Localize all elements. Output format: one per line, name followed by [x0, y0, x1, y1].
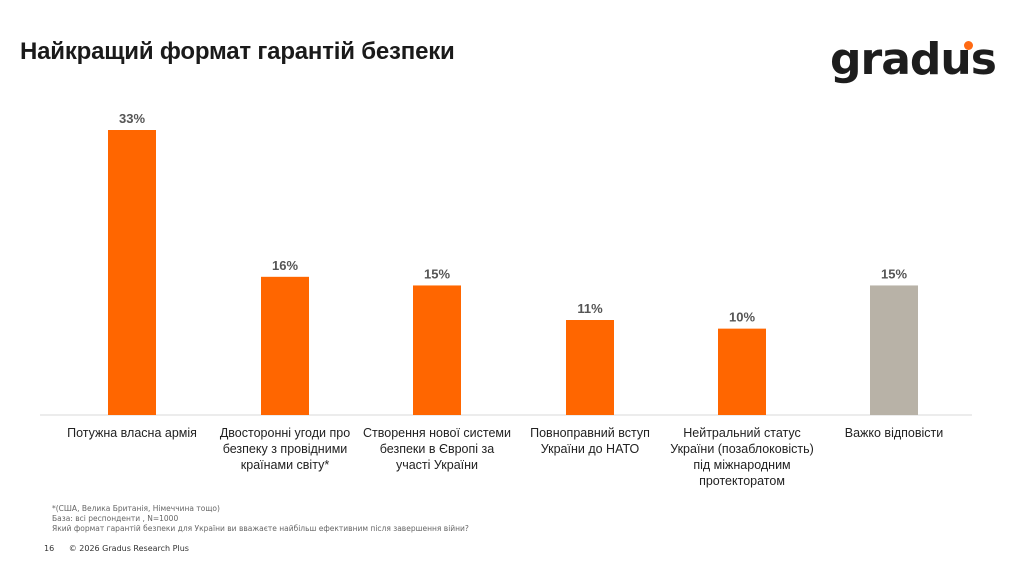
page-title: Найкращий формат гарантій безпеки — [20, 38, 455, 65]
data-label: 11% — [577, 301, 603, 316]
logo-dot-icon — [964, 41, 973, 50]
category-label: Повноправний вступ України до НАТО — [530, 426, 650, 456]
bar — [108, 130, 156, 415]
category-label: Двосторонні угоди про безпеку з провідни… — [219, 426, 351, 472]
category-label: Потужна власна армія — [67, 426, 197, 440]
footer: 16 © 2026 Gradus Research Plus — [44, 544, 201, 553]
footnote-countries: *(США, Велика Британія, Німеччина тощо) — [52, 504, 220, 513]
bar — [870, 285, 918, 415]
data-label: 16% — [272, 258, 298, 273]
data-label: 33% — [119, 111, 145, 126]
data-label: 15% — [424, 266, 450, 281]
bar — [566, 320, 614, 415]
bar — [718, 328, 766, 415]
data-label: 10% — [729, 310, 755, 325]
bar — [261, 276, 309, 415]
footnote-question: Який формат гарантій безпеки для України… — [52, 524, 469, 533]
footnote-base: База: всі респонденти , N=1000 — [52, 514, 179, 523]
page-number: 16 — [44, 544, 55, 553]
category-label: Нейтральний статус України (позаблоковіс… — [670, 426, 814, 488]
category-label: Створення нової системи безпеки в Європі… — [362, 426, 511, 472]
data-label: 15% — [881, 266, 907, 281]
copyright: © 2026 Gradus Research Plus — [68, 544, 189, 553]
bar — [413, 285, 461, 415]
footnotes: *(США, Велика Британія, Німеччина тощо) … — [52, 504, 469, 534]
category-label: Важко відповісти — [844, 426, 944, 440]
